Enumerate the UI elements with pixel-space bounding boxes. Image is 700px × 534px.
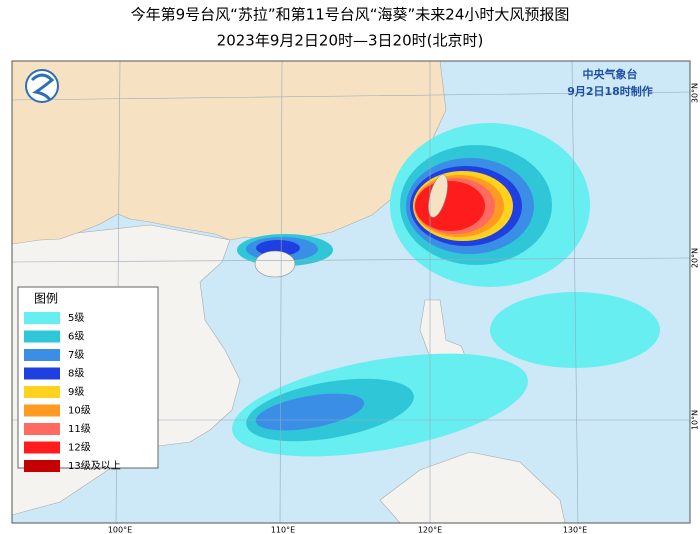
legend-swatch — [24, 404, 60, 417]
subtitle: 2023年9月2日20时—3日20时(北京时) — [217, 32, 484, 50]
legend-label: 10级 — [68, 405, 91, 417]
wind-area — [415, 181, 485, 231]
latitude-label: 30°N — [691, 83, 700, 103]
wind-areas — [232, 123, 660, 457]
grid-line — [12, 257, 690, 263]
legend-swatch — [24, 423, 60, 435]
longitude-label: 110°E — [271, 526, 295, 534]
legend: 图例 5级 6级 7级 8级 9级 10级 11级 12级 13级及以上 — [17, 286, 159, 472]
emblem — [25, 69, 59, 103]
legend-label: 7级 — [68, 349, 84, 361]
issued: 9月2日18时制作 — [567, 84, 653, 98]
grid-line — [571, 61, 579, 523]
latitude-label: 10°N — [691, 410, 700, 430]
legend-swatch — [24, 386, 60, 398]
legend-label: 12级 — [68, 442, 91, 454]
legend-label: 11级 — [68, 423, 91, 435]
legend-swatch — [24, 367, 60, 380]
map — [12, 61, 690, 523]
legend-title: 图例 — [34, 292, 58, 306]
hainan — [254, 250, 296, 278]
legend-swatch — [24, 349, 60, 361]
legend-swatch — [24, 312, 60, 324]
legend-label: 9级 — [68, 386, 84, 398]
legend-label: 8级 — [68, 368, 84, 380]
wind-area — [490, 292, 660, 368]
wind-area — [255, 393, 365, 431]
map-frame — [11, 60, 691, 524]
agency: 中央气象台 — [583, 67, 638, 81]
grid-line — [12, 91, 690, 101]
title: 今年第9号台风“苏拉”和第11号台风“海葵”未来24小时大风预报图 — [131, 6, 570, 24]
latitude-label: 20°N — [691, 248, 700, 268]
legend-swatch — [24, 460, 60, 472]
legend-label: 6级 — [68, 331, 84, 343]
legend-swatch — [24, 441, 60, 454]
longitude-label: 100°E — [108, 526, 132, 534]
longitude-label: 130°E — [563, 526, 587, 534]
legend-label: 5级 — [68, 312, 84, 324]
grid-line — [279, 61, 283, 523]
land — [379, 451, 566, 523]
graticule — [12, 61, 690, 523]
longitude-label: 120°E — [418, 526, 442, 534]
legend-swatch — [24, 330, 60, 343]
legend-label: 13级及以上 — [68, 460, 121, 472]
